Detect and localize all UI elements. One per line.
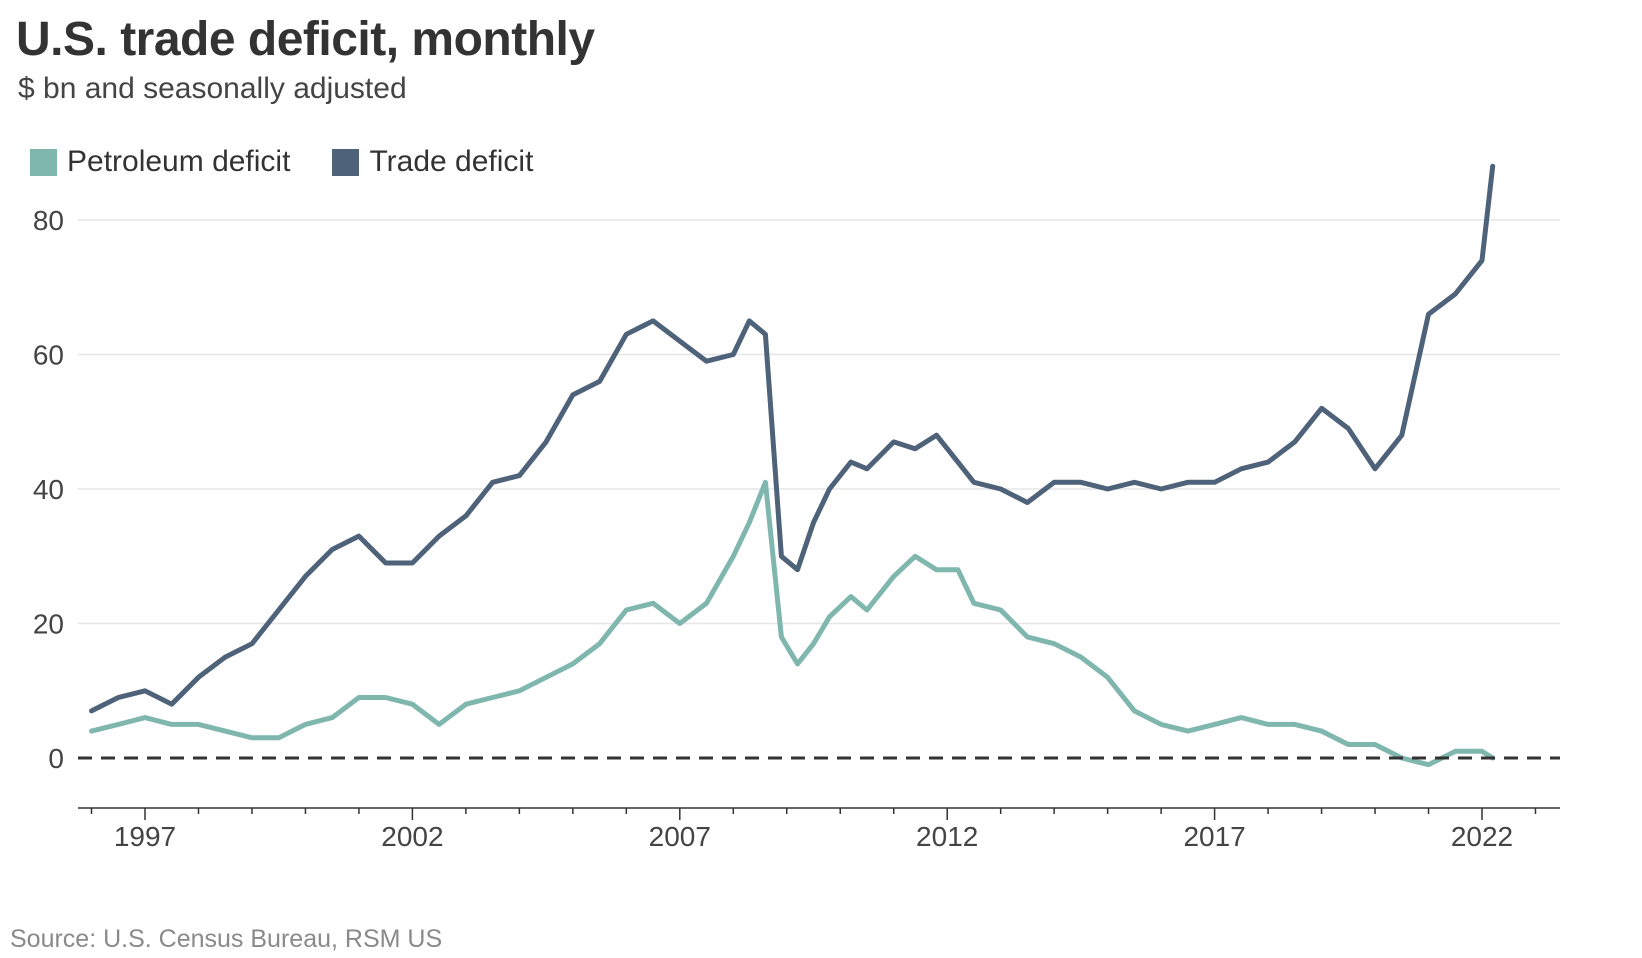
chart-subtitle: $ bn and seasonally adjusted — [18, 72, 407, 105]
legend-item-petroleum: Petroleum deficit — [30, 145, 290, 179]
x-tick-label: 2012 — [916, 821, 978, 852]
legend-item-trade: Trade deficit — [332, 145, 533, 179]
source-note: Source: U.S. Census Bureau, RSM US — [10, 925, 443, 953]
legend-swatch-petroleum — [30, 148, 57, 176]
y-tick-label: 20 — [33, 609, 64, 640]
legend-label-petroleum: Petroleum deficit — [67, 145, 291, 178]
chart-title: U.S. trade deficit, monthly — [16, 13, 595, 66]
x-tick-label: 1997 — [114, 821, 176, 852]
x-tick-label: 2002 — [381, 821, 443, 852]
x-tick-label: 2017 — [1183, 821, 1245, 852]
y-tick-label: 60 — [33, 340, 64, 371]
trade-deficit-line — [89, 163, 1496, 714]
y-tick-label: 0 — [48, 743, 64, 774]
x-tick-label: 2007 — [649, 821, 711, 852]
petroleum-deficit-line — [89, 479, 1496, 768]
legend-swatch-trade — [332, 148, 360, 176]
legend: Petroleum deficit Trade deficit — [30, 145, 575, 179]
y-tick-label: 80 — [33, 205, 64, 236]
y-tick-label: 40 — [33, 474, 64, 505]
legend-label-trade: Trade deficit — [369, 145, 534, 178]
x-tick-label: 2022 — [1451, 821, 1513, 852]
